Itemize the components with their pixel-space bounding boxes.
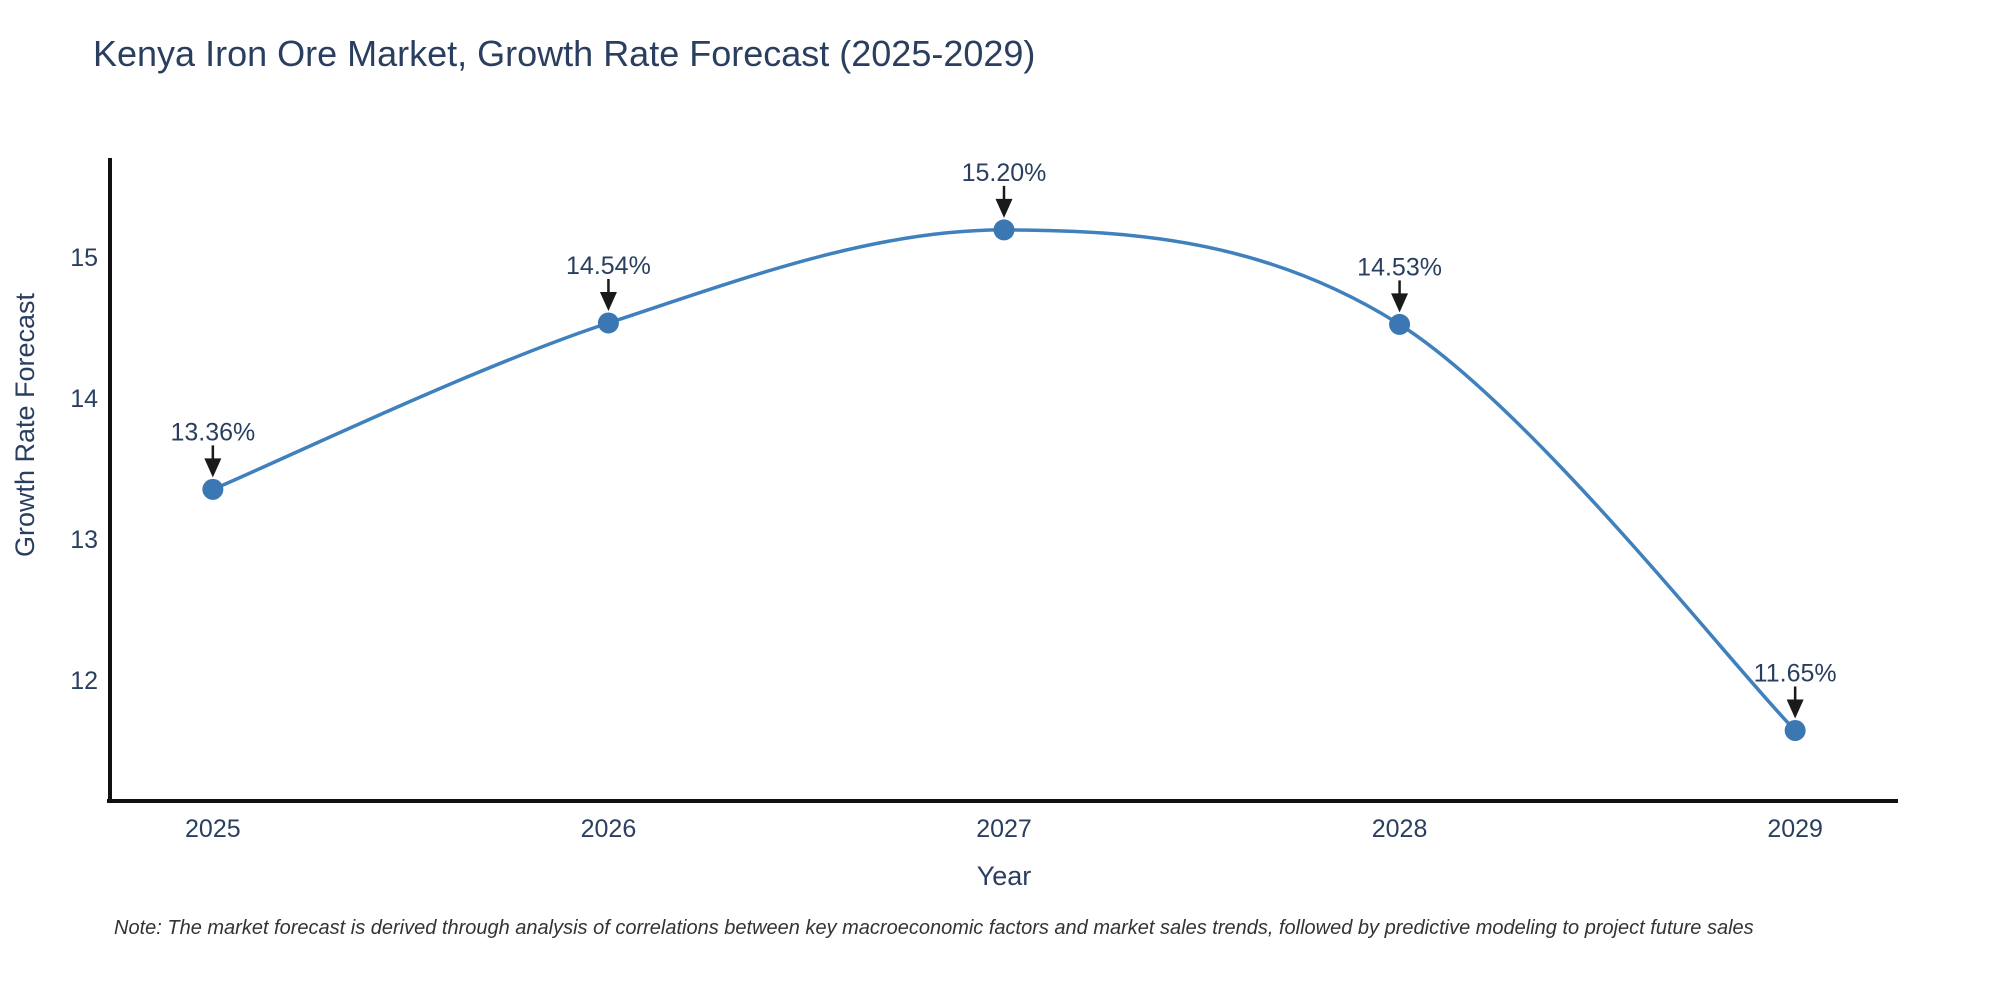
x-tick-label: 2026 [581,815,637,843]
x-tick-label: 2029 [1767,815,1823,843]
annotation-arrowhead-icon [1786,699,1804,719]
data-point-label: 11.65% [1754,659,1837,687]
data-point-label: 14.54% [566,252,651,280]
x-tick-label: 2028 [1372,815,1428,843]
y-axis-title: Growth Rate Forecast [10,292,40,557]
chart-title: Kenya Iron Ore Market, Growth Rate Forec… [93,33,1036,74]
annotation-arrowhead-icon [995,198,1013,218]
data-point-marker[interactable] [202,478,224,500]
y-tick-label: 12 [70,667,98,695]
x-tick-label: 2027 [976,815,1032,843]
data-point-marker[interactable] [1389,313,1411,335]
annotation-arrowhead-icon [1391,293,1409,313]
footnote: Note: The market forecast is derived thr… [114,917,1754,939]
y-tick-label: 14 [70,385,98,413]
data-point-marker[interactable] [1784,719,1806,741]
annotation-arrowhead-icon [204,458,222,478]
data-point-marker[interactable] [597,312,619,334]
data-point-label: 14.53% [1357,253,1442,281]
data-point-label: 13.36% [170,418,255,446]
x-tick-label: 2025 [185,815,241,843]
y-tick-label: 15 [70,244,98,272]
trend-line [211,228,1797,733]
data-point-label: 15.20% [962,159,1047,187]
annotation-arrowhead-icon [599,291,617,311]
data-point-marker[interactable] [993,219,1015,241]
y-tick-label: 13 [70,526,98,554]
x-axis-title: Year [977,861,1032,891]
